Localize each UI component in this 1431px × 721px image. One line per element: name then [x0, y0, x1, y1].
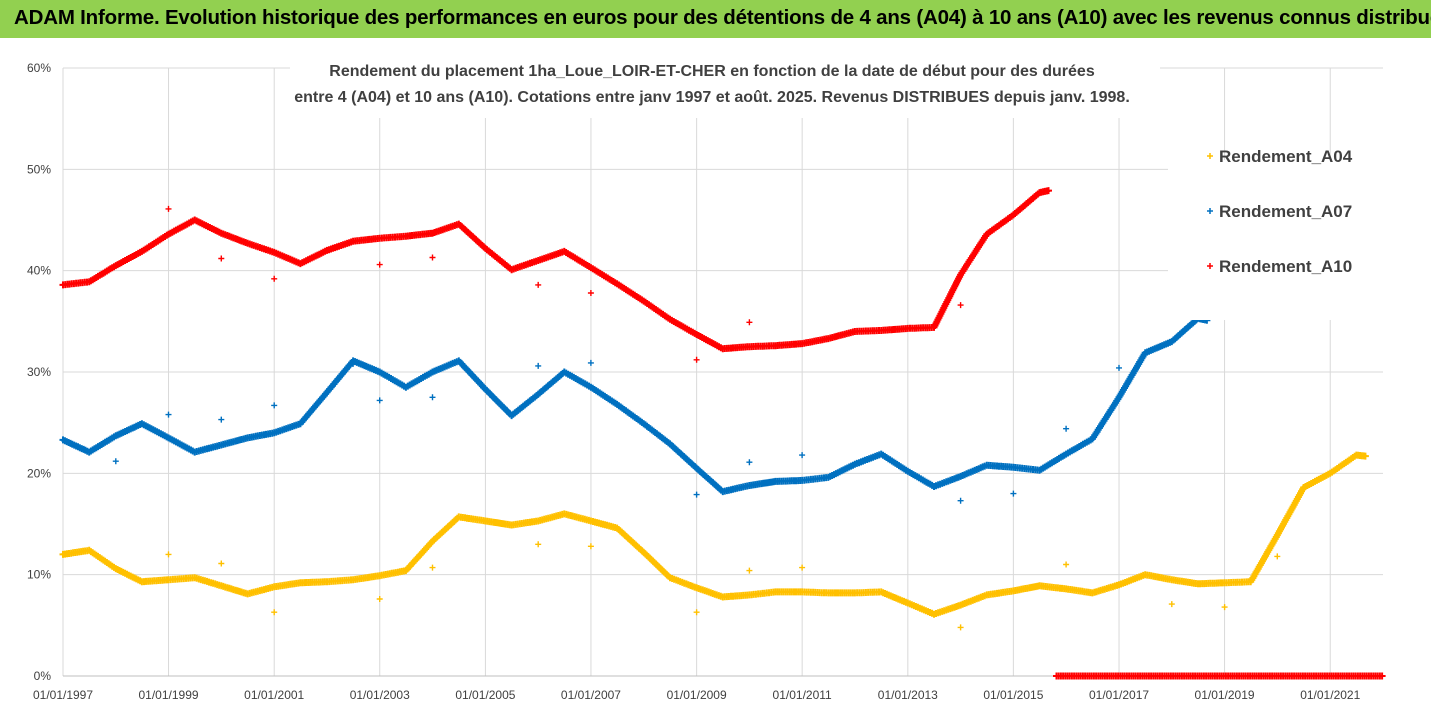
- series-Rendement_A10: [59, 187, 1386, 680]
- data-point-outlier: [587, 290, 594, 296]
- legend: Rendement_A04 Rendement_A07 Rendement_A10: [1168, 147, 1383, 320]
- chart-area: 01/01/1997 01/01/1999 01/01/2001 01/01/2003…: [0, 38, 1431, 721]
- data-point-outlier: [957, 624, 964, 631]
- data-point-outlier: [429, 564, 436, 571]
- chart-title-line1: Rendement du placement 1ha_Loue_LOIR-ET-…: [329, 63, 1095, 80]
- data-point-outlier: [271, 402, 278, 409]
- title-background: [290, 56, 1160, 118]
- data-point-outlier: [1221, 604, 1228, 611]
- data-point-outlier: [746, 567, 753, 574]
- data-point-outlier: [271, 275, 278, 282]
- banner-title: ADAM Informe. Evolution historique des p…: [14, 6, 1431, 29]
- data-point-outlier: [535, 541, 542, 548]
- data-point-outlier: [429, 394, 436, 401]
- y-tick-label: 30%: [27, 365, 51, 379]
- legend-label: Rendement_A07: [1219, 202, 1352, 221]
- legend-label: Rendement_A10: [1219, 257, 1352, 276]
- x-tick-label: 01/01/2003: [350, 688, 410, 702]
- data-point-outlier: [746, 459, 753, 466]
- data-point-outlier: [1116, 364, 1122, 371]
- data-point-outlier: [535, 362, 542, 369]
- x-tick-label: 01/01/2019: [1195, 688, 1255, 702]
- data-point-outlier: [1063, 561, 1070, 568]
- data-point-outlier: [271, 609, 278, 616]
- data-point-outlier: [746, 319, 753, 326]
- data-point-outlier: [350, 360, 357, 367]
- x-tick-label: 01/01/2017: [1089, 688, 1149, 702]
- data-point-outlier: [957, 497, 964, 504]
- x-tick-label: 01/01/2009: [667, 688, 727, 702]
- legend-marker: [1207, 263, 1213, 269]
- legend-label: Rendement_A04: [1219, 147, 1353, 166]
- y-tick-label: 20%: [27, 466, 51, 480]
- y-tick-label: 40%: [27, 264, 51, 278]
- data-point-outlier: [1168, 601, 1175, 608]
- x-tick-label: 01/01/2011: [773, 688, 832, 702]
- x-tick-label: 01/01/2021: [1300, 688, 1360, 702]
- data-point-outlier: [165, 411, 172, 418]
- series-plots: [59, 187, 1386, 680]
- data-point-outlier: [218, 416, 225, 423]
- legend-box: [1168, 160, 1383, 320]
- data-point-outlier: [957, 302, 964, 309]
- chart-svg: 01/01/1997 01/01/1999 01/01/2001 01/01/2003…: [27, 56, 1386, 702]
- data-point-outlier: [799, 564, 806, 571]
- data-point: [1045, 187, 1052, 195]
- data-point-outlier: [112, 458, 119, 465]
- data-point-outlier: [1274, 553, 1281, 560]
- data-point-outlier: [218, 560, 225, 567]
- data-point-outlier: [587, 359, 594, 366]
- data-point-outlier: [376, 397, 383, 404]
- y-tick-label: 60%: [27, 61, 51, 75]
- y-tick-label: 50%: [27, 162, 51, 176]
- chart-titles: Rendement du placement 1ha_Loue_LOIR-ET-…: [290, 56, 1160, 118]
- data-point-outlier: [535, 281, 542, 288]
- y-tick-label: 10%: [27, 568, 51, 582]
- data-point-outlier: [799, 452, 806, 459]
- series-Rendement_A07: [59, 314, 1211, 504]
- data-point: [1361, 452, 1369, 460]
- chart-title-line2: entre 4 (A04) et 10 ans (A10). Cotations…: [294, 89, 1130, 106]
- data-point-outlier: [376, 261, 383, 268]
- data-point-outlier: [376, 596, 383, 602]
- x-tick-label: 01/01/1997: [33, 688, 93, 702]
- data-point-outlier: [165, 551, 172, 558]
- data-point-outlier: [218, 255, 225, 262]
- data-point-outlier: [693, 491, 700, 498]
- data-point-outlier: [165, 205, 172, 212]
- data-point-outlier: [587, 543, 594, 550]
- data-point-outlier: [693, 609, 700, 616]
- x-tick-label: 01/01/2007: [561, 688, 621, 702]
- x-tick-label: 01/01/2001: [244, 688, 304, 702]
- legend-marker: [1207, 208, 1213, 214]
- x-tick-label: 01/01/2013: [878, 688, 938, 702]
- axes: 01/01/1997 01/01/1999 01/01/2001 01/01/2003…: [27, 61, 1361, 702]
- data-point-outlier: [1063, 425, 1070, 432]
- x-tick-label: 01/01/2005: [455, 688, 515, 702]
- legend-marker: [1207, 153, 1213, 159]
- data-point-outlier: [693, 356, 700, 363]
- data-point-outlier: [1010, 490, 1017, 497]
- x-tick-label: 01/01/2015: [983, 688, 1043, 702]
- data-point-zero: [1378, 672, 1386, 680]
- x-tick-label: 01/01/1999: [138, 688, 198, 702]
- series-Rendement_A04: [59, 451, 1369, 631]
- data-point-outlier: [429, 254, 436, 261]
- y-tick-label: 0%: [34, 669, 52, 683]
- title-banner: ADAM Informe. Evolution historique des p…: [0, 0, 1431, 38]
